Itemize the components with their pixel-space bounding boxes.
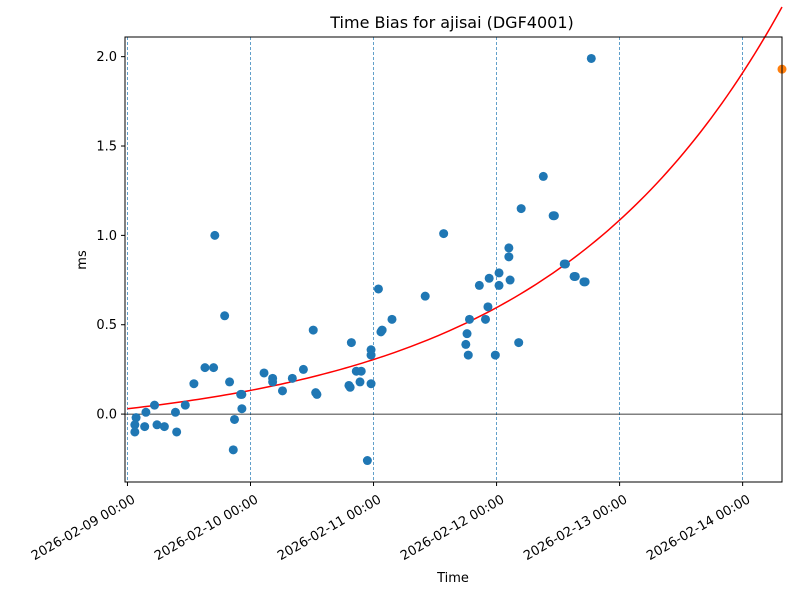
data-point	[237, 389, 247, 399]
y-tick-label: 1.0	[96, 229, 117, 244]
data-point	[287, 373, 297, 383]
data-point	[268, 377, 278, 387]
data-point	[514, 338, 524, 348]
data-point	[159, 422, 169, 432]
y-axis-label: ms	[75, 250, 90, 270]
data-point	[549, 211, 559, 221]
data-point	[505, 275, 515, 285]
data-point	[439, 229, 449, 239]
data-point	[377, 325, 387, 335]
data-point	[308, 325, 318, 335]
data-point	[298, 364, 308, 374]
plot-frame	[124, 36, 783, 483]
data-point	[170, 407, 180, 417]
chart-title: Time Bias for ajisai (DGF4001)	[329, 13, 573, 32]
data-point	[237, 404, 247, 414]
y-tick-label: 1.5	[96, 140, 117, 155]
data-point	[570, 271, 580, 281]
data-point	[483, 302, 493, 312]
y-tick-label: 2.0	[96, 50, 117, 65]
data-point	[538, 171, 548, 181]
grid-lines	[127, 37, 743, 482]
data-point	[480, 314, 490, 324]
data-point	[463, 350, 473, 360]
data-point	[130, 427, 140, 437]
data-point	[560, 259, 570, 269]
data-point	[130, 420, 140, 430]
data-point	[504, 252, 514, 262]
data-point	[210, 230, 220, 240]
data-point	[230, 414, 239, 424]
data-point	[484, 273, 494, 283]
data-point	[490, 350, 500, 360]
data-point	[356, 366, 366, 376]
data-point	[474, 280, 484, 290]
data-point	[131, 413, 141, 423]
data-point	[172, 427, 182, 437]
data-point	[200, 363, 210, 373]
data-point	[580, 277, 590, 287]
data-point	[362, 456, 372, 466]
data-point	[209, 363, 219, 373]
data-point	[462, 329, 472, 339]
data-point	[140, 422, 150, 432]
y-tick-label: 0.5	[96, 318, 117, 333]
data-point	[228, 445, 238, 455]
data-point	[259, 368, 269, 378]
data-point	[586, 53, 596, 63]
data-point	[345, 382, 355, 392]
data-point	[150, 400, 160, 410]
data-point	[220, 311, 230, 321]
data-point	[277, 386, 287, 396]
data-point	[464, 314, 474, 324]
data-point	[494, 280, 504, 290]
y-axis-ticks: 0.0 0.5 1.0 1.5 2.0	[96, 50, 125, 423]
data-point	[152, 420, 162, 430]
data-point	[141, 407, 151, 417]
data-point	[312, 389, 322, 399]
data-point	[225, 377, 235, 387]
data-point	[366, 379, 376, 389]
y-tick-label: 0.0	[96, 408, 117, 423]
data-point	[461, 339, 471, 349]
data-point	[516, 204, 526, 214]
data-point	[366, 345, 376, 355]
data-points	[130, 53, 596, 466]
data-point	[373, 284, 383, 294]
data-point	[387, 314, 397, 324]
data-point	[189, 379, 199, 389]
x-axis-label: Time	[436, 571, 469, 586]
data-point	[346, 338, 356, 348]
data-point	[420, 291, 430, 301]
data-point	[180, 400, 190, 410]
data-point	[494, 268, 504, 278]
data-point	[504, 243, 514, 253]
data-point	[355, 377, 365, 387]
